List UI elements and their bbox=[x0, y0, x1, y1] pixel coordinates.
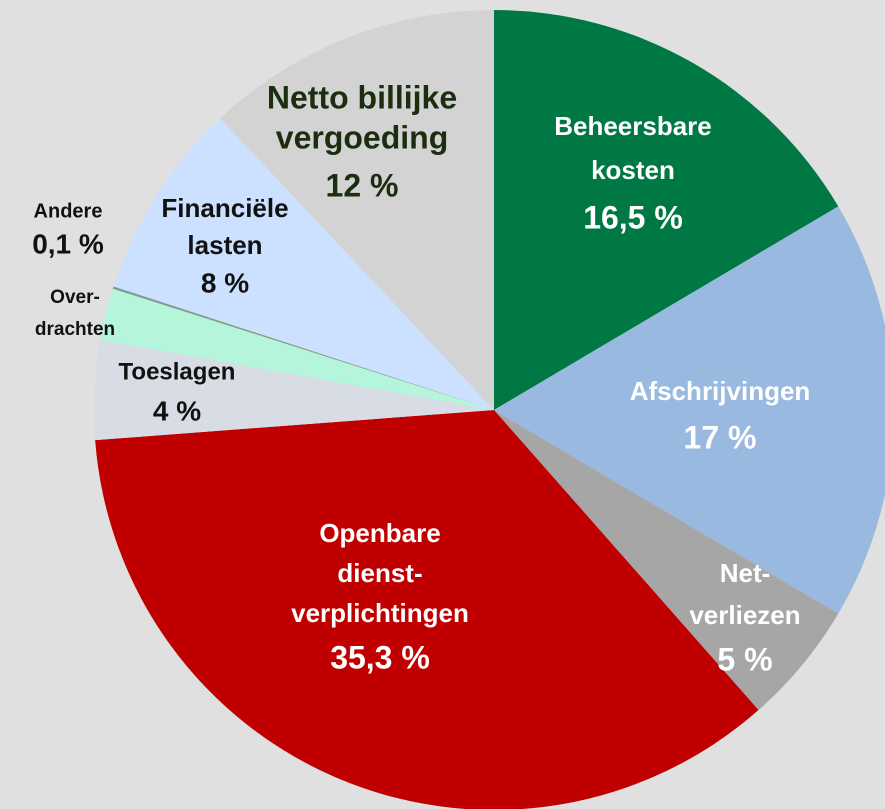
slice-label: Toeslagen bbox=[119, 358, 236, 385]
slice-label: Beheersbare bbox=[554, 111, 712, 141]
slice-label: verliezen bbox=[689, 600, 800, 630]
value-label: 16,5 % bbox=[583, 199, 683, 235]
slice-label: Openbare bbox=[319, 518, 440, 548]
slice-label: vergoeding bbox=[276, 119, 448, 155]
value-label: 0,1 % bbox=[32, 228, 104, 259]
pie-slice bbox=[100, 288, 495, 410]
pie-slice bbox=[94, 339, 494, 441]
pie-slice bbox=[494, 10, 839, 410]
slice-label: verplichtingen bbox=[291, 598, 469, 628]
pie-slice bbox=[220, 10, 494, 410]
slice-label: Over- bbox=[50, 287, 100, 308]
value-label: 12 % bbox=[326, 167, 399, 203]
slice-label: Andere bbox=[34, 200, 103, 222]
value-label: 35,3 % bbox=[330, 639, 430, 675]
value-label: 5 % bbox=[717, 641, 772, 677]
pie-slice bbox=[494, 410, 839, 711]
slice-label: Net- bbox=[720, 558, 771, 588]
pie-slice bbox=[494, 206, 885, 614]
pie-slice bbox=[112, 286, 495, 410]
value-label: 17 % bbox=[684, 419, 757, 455]
slice-label: drachten bbox=[35, 319, 115, 340]
pie-slice bbox=[95, 410, 759, 809]
slice-label: Afschrijvingen bbox=[630, 376, 811, 406]
slice-label: kosten bbox=[591, 155, 675, 185]
slice-label: dienst- bbox=[337, 558, 422, 588]
value-label: 8 % bbox=[201, 267, 249, 298]
slice-label: lasten bbox=[187, 230, 262, 260]
slice-label: Financiële bbox=[161, 193, 288, 223]
pie-slice bbox=[113, 118, 494, 411]
value-label: 4 % bbox=[153, 395, 201, 426]
slice-label: Netto billijke bbox=[267, 79, 457, 115]
